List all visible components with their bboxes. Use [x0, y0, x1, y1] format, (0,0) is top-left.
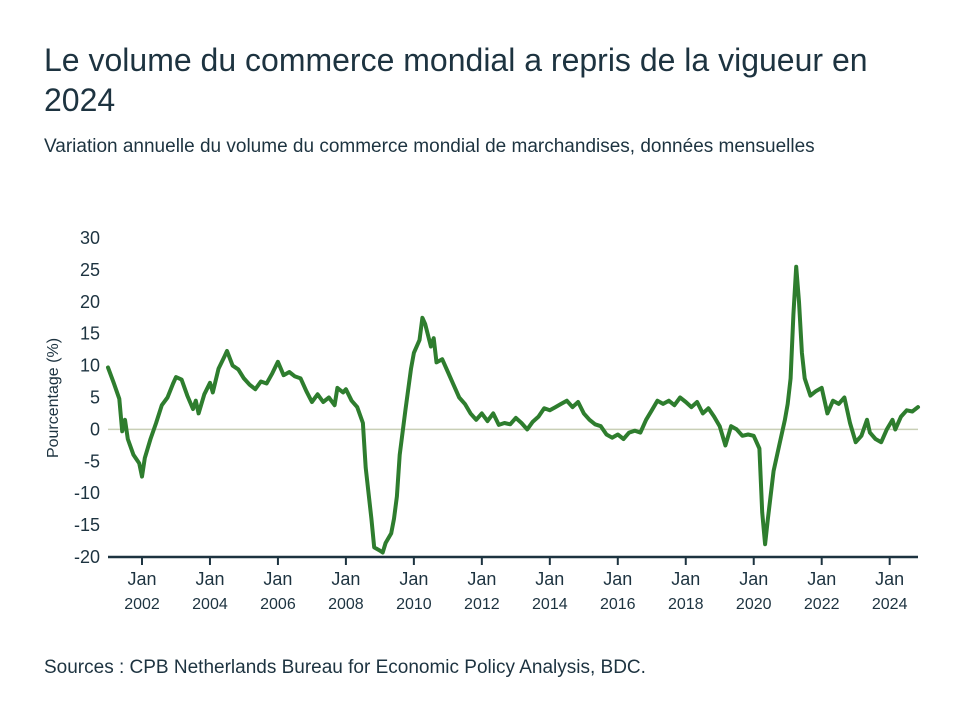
x-tick-year-label: 2002	[124, 596, 160, 613]
y-tick-label: -5	[84, 451, 100, 471]
x-tick-year-label: 2004	[192, 596, 228, 613]
x-tick-year-label: 2024	[872, 596, 908, 613]
x-tick-year-label: 2014	[532, 596, 568, 613]
x-tick-year-label: 2006	[260, 596, 296, 613]
y-tick-label: 10	[80, 356, 100, 376]
x-tick-month-label: Jan	[195, 569, 224, 589]
source-note: Sources : CPB Netherlands Bureau for Eco…	[44, 657, 646, 678]
x-tick-month-label: Jan	[603, 569, 632, 589]
y-tick-label: 20	[80, 292, 100, 312]
y-axis-ticks: 30 25 20 15 10 5 0 -5 -10 -15 -20	[74, 228, 100, 567]
x-tick-month-label: Jan	[535, 569, 564, 589]
x-tick-month-label: Jan	[263, 569, 292, 589]
x-tick-year-label: 2012	[464, 596, 500, 613]
chart-subtitle: Variation annuelle du volume du commerce…	[44, 136, 815, 157]
y-axis-title: Pourcentage (%)	[45, 338, 62, 458]
y-tick-label: 0	[90, 419, 100, 439]
y-tick-label: -10	[74, 483, 100, 503]
x-tick-year-label: 2022	[804, 596, 840, 613]
y-tick-label: 5	[90, 388, 100, 408]
x-tick-month-label: Jan	[671, 569, 700, 589]
chart-title: Le volume du commerce mondial a repris d…	[44, 42, 868, 118]
x-axis-ticks: Jan 2002 Jan 2004 Jan 2006 Jan 2008 Jan 2010 Jan 20…	[124, 557, 908, 613]
x-tick-month-label: Jan	[875, 569, 904, 589]
y-tick-label: -15	[74, 515, 100, 535]
y-tick-label: 30	[80, 228, 100, 248]
x-tick-month-label: Jan	[807, 569, 836, 589]
x-tick-year-label: 2018	[668, 596, 704, 613]
y-tick-label: 15	[80, 324, 100, 344]
x-tick-month-label: Jan	[331, 569, 360, 589]
x-tick-year-label: 2008	[328, 596, 364, 613]
x-tick-month-label: Jan	[739, 569, 768, 589]
y-tick-label: 25	[80, 260, 100, 280]
x-tick-month-label: Jan	[467, 569, 496, 589]
series-line	[106, 264, 920, 555]
y-tick-label: -20	[74, 547, 100, 567]
x-tick-year-label: 2010	[396, 596, 432, 613]
x-tick-month-label: Jan	[127, 569, 156, 589]
x-tick-year-label: 2016	[600, 596, 636, 613]
series-layer	[106, 264, 920, 555]
x-tick-month-label: Jan	[399, 569, 428, 589]
x-tick-year-label: 2020	[736, 596, 772, 613]
